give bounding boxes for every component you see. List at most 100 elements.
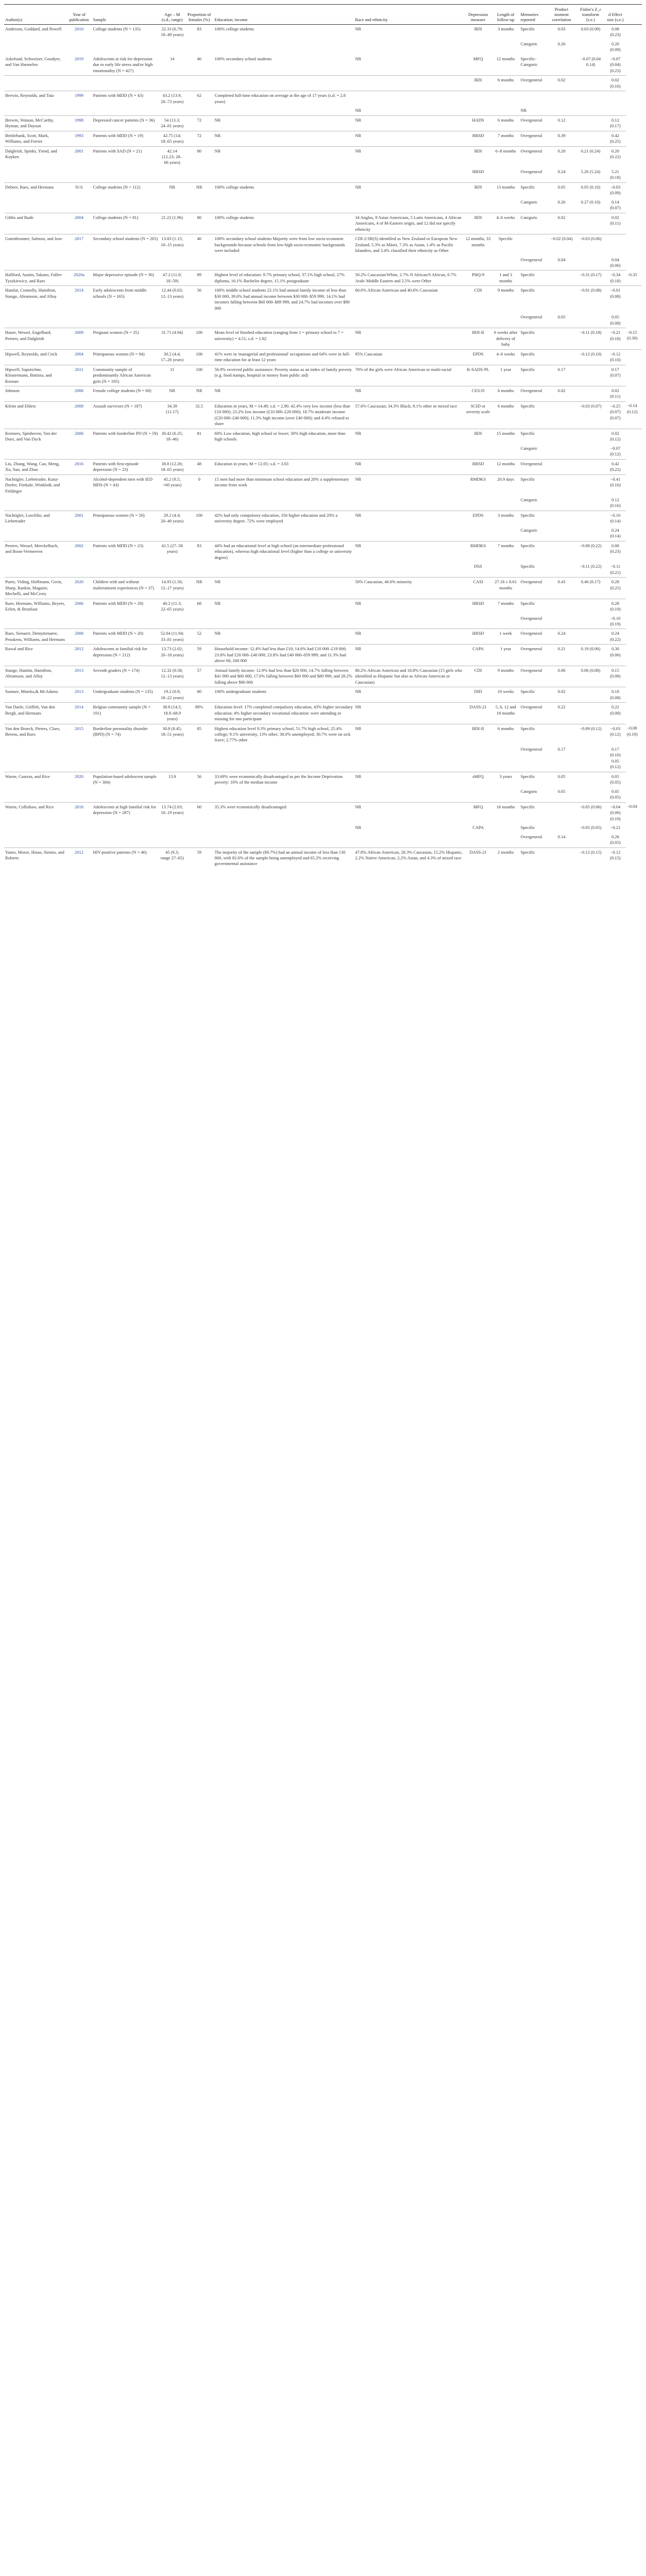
table-cell: NR: [214, 115, 354, 131]
table-cell: −0.11 (0.21): [605, 562, 626, 577]
table-row: DSSSpecific−0.11 (0.22)−0.11 (0.21): [4, 562, 642, 577]
table-cell: [547, 401, 576, 429]
table-cell: Specific: [520, 511, 547, 526]
table-cell: Overgeneral: [520, 666, 547, 687]
table-cell: [66, 745, 92, 772]
table-cell: [66, 444, 92, 459]
table-cell: [547, 848, 576, 869]
table-row: Categoric0.24 (0.14): [4, 526, 642, 541]
table-cell: Raes, Sienaert, Demyttenaere, Peuskens, …: [4, 629, 66, 645]
table-cell: 1 week: [492, 629, 520, 645]
table-cell: DASS-21: [464, 848, 491, 869]
th-depression: Depression measure: [464, 5, 491, 25]
table-cell: [576, 91, 605, 106]
table-cell: 40.2 (11.3; 22–65 years): [160, 599, 185, 614]
table-cell: [66, 167, 92, 182]
table-cell: −0.01 (0.08): [576, 286, 605, 313]
table-cell: 21.23 (1.96): [160, 213, 185, 234]
table-cell: [464, 614, 491, 629]
table-cell: 11: [160, 365, 185, 386]
table-row: Yanes, Morse, Hsiao, Simms, and Roberts2…: [4, 848, 642, 869]
table-row: HRSDOvergeneral0.245.26 (5.24)5.21 (0.18…: [4, 167, 642, 182]
table-cell: [66, 833, 92, 848]
table-cell: NR: [214, 599, 354, 614]
table-cell: 32.5: [185, 401, 214, 429]
table-row: Van den Broeck, Pieters, Claes, Berens, …: [4, 724, 642, 745]
table-cell: 2010: [66, 25, 92, 40]
table-cell: [185, 526, 214, 541]
table-cell: NR: [214, 629, 354, 645]
table-cell: Hamlat, Connolly, Hamilton, Stange, Abra…: [4, 286, 66, 313]
table-cell: −0.04: [626, 802, 642, 823]
table-cell: 7 months: [492, 599, 520, 614]
table-cell: [92, 444, 160, 459]
table-cell: 2008: [66, 401, 92, 429]
table-cell: NR: [160, 386, 185, 401]
table-cell: 13.83 (1.15; 10–15 years): [160, 234, 185, 256]
table-cell: [160, 787, 185, 802]
table-cell: −0.31 (0.17): [576, 270, 605, 286]
table-cell: [354, 40, 464, 55]
table-cell: RMDKS: [464, 541, 491, 562]
table-cell: −0.34 (0.18): [605, 270, 626, 286]
table-cell: [214, 526, 354, 541]
table-cell: [185, 40, 214, 55]
th-education: Education; income: [214, 5, 354, 25]
table-cell: [492, 256, 520, 270]
table-cell: College students (N = 81): [92, 213, 160, 234]
table-cell: [464, 745, 491, 772]
table-cell: 100: [185, 511, 214, 526]
table-cell: [92, 614, 160, 629]
table-cell: 1 and 3 months: [492, 270, 520, 286]
table-cell: [185, 198, 214, 213]
table-cell: [547, 459, 576, 474]
table-cell: [576, 614, 605, 629]
table-row: Brittlebank, Scott, Mark, Williams, and …: [4, 131, 642, 146]
table-row: Categoric0.050.05 (0.05): [4, 787, 642, 802]
table-cell: CDI: [464, 666, 491, 687]
table-cell: [464, 526, 491, 541]
table-cell: [576, 511, 605, 526]
th-females: Proportion of females (%): [185, 5, 214, 25]
table-cell: 5.21 (0.18): [605, 167, 626, 182]
table-cell: [4, 745, 66, 772]
table-cell: [4, 256, 66, 270]
table-cell: 13 months: [492, 182, 520, 197]
table-cell: 60% Low education, high school or lower;…: [214, 429, 354, 444]
table-cell: [185, 256, 214, 270]
table-cell: College students (N = 135): [92, 25, 160, 40]
table-cell: [492, 823, 520, 832]
table-cell: [492, 313, 520, 328]
table-cell: [605, 91, 626, 106]
table-cell: Household income: 12.4% had less than £1…: [214, 645, 354, 666]
table-cell: Overgeneral: [520, 833, 547, 848]
table-cell: Overgeneral: [520, 76, 547, 91]
table-cell: 0.02 (0.11): [605, 386, 626, 401]
table-cell: [547, 541, 576, 562]
table-cell: 0.19 (0.06): [576, 645, 605, 666]
table-cell: [492, 745, 520, 772]
table-cell: 0.12 (0.17): [605, 115, 626, 131]
table-cell: 47.8% African American, 28.3% Caucasian,…: [354, 848, 464, 869]
table-cell: Mean level of finished education (rangin…: [214, 328, 354, 349]
table-cell: [576, 629, 605, 645]
table-cell: −0.07 (0.12): [605, 444, 626, 459]
table-cell: [214, 106, 354, 115]
table-cell: 6 months: [492, 724, 520, 745]
table-cell: [214, 496, 354, 511]
th-effect: d Effect size (s.e.): [605, 5, 626, 25]
table-row: Overgeneral−0.10 (0.19): [4, 614, 642, 629]
table-cell: 100% secondary school students Majority …: [214, 234, 354, 256]
table-cell: 100% college students: [214, 182, 354, 197]
table-cell: 10 weeks: [492, 687, 520, 703]
table-cell: [547, 270, 576, 286]
table-cell: [576, 213, 605, 234]
table-cell: 3 months: [492, 511, 520, 526]
table-cell: 2020: [66, 578, 92, 599]
table-cell: [576, 106, 605, 115]
table-cell: [185, 76, 214, 91]
table-cell: [160, 444, 185, 459]
table-cell: 0.12: [547, 115, 576, 131]
table-cell: 52.04 (11.94; 33–81 years): [160, 629, 185, 645]
table-cell: −0.14 (0.12): [626, 401, 642, 429]
